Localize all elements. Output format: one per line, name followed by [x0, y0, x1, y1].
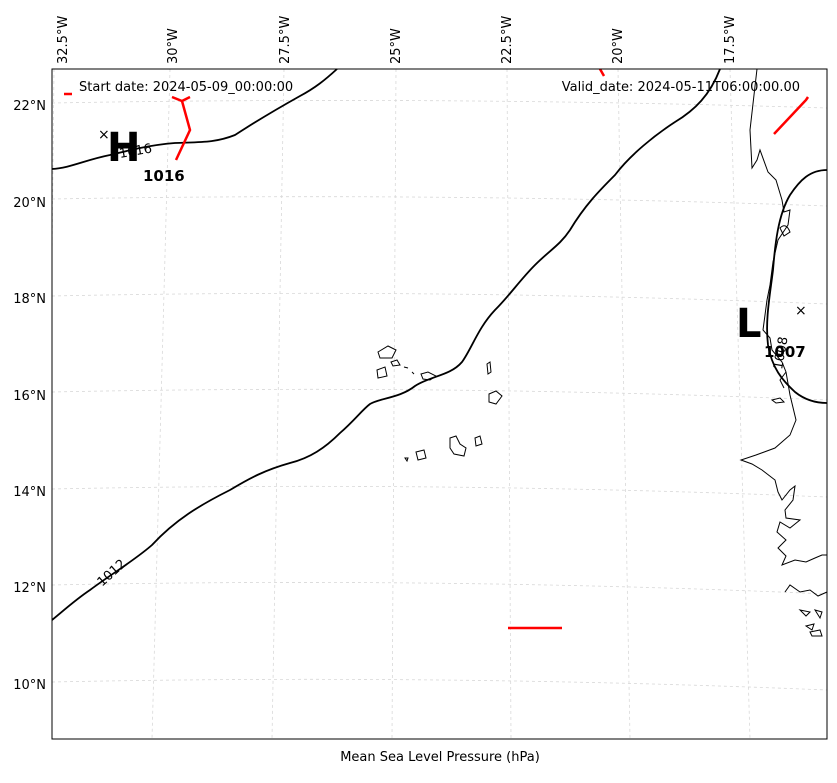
front-segment-2	[174, 100, 192, 161]
latitude-labels: 22°N 20°N 18°N 16°N 14°N 12°N 10°N	[13, 99, 46, 693]
high-pressure-center: × H 1016	[98, 125, 185, 185]
high-value: 1016	[143, 167, 185, 185]
low-letter: L	[736, 301, 762, 347]
start-date: Start date: 2024-05-09_00:00:00	[79, 80, 293, 95]
longitude-labels: 32.5°W 30°W 27.5°W 25°W 22.5°W 20°W 17.5…	[56, 16, 738, 64]
isobar-1016	[51, 68, 338, 170]
lat-label-16n: 16°N	[13, 389, 46, 404]
african-coastline	[739, 68, 827, 566]
isobar-1008-east	[766, 169, 828, 404]
lat-label-18n: 18°N	[13, 292, 46, 307]
contour-label-1016: 1016	[118, 141, 153, 162]
lon-label-32.5w: 32.5°W	[56, 16, 71, 64]
lat-label-20n: 20°N	[13, 196, 46, 211]
front-segment-3	[598, 68, 606, 77]
fronts	[171, 68, 810, 630]
valid-date: Valid_date: 2024-05-11T06:00:00.00	[562, 80, 800, 95]
lat-label-12n: 12°N	[13, 581, 46, 596]
lon-label-17.5w: 17.5°W	[723, 16, 738, 64]
map-area	[52, 69, 827, 739]
lat-label-14n: 14°N	[13, 485, 46, 500]
cape-verde-santo-antao	[377, 345, 397, 359]
high-center-marker-icon: ×	[98, 127, 110, 143]
lat-label-10n: 10°N	[13, 678, 46, 693]
front-segment-4	[773, 96, 810, 135]
high-letter: H	[107, 125, 140, 171]
x-axis-label: Mean Sea Level Pressure (hPa)	[340, 750, 540, 765]
lon-label-20w: 20°W	[611, 28, 626, 64]
low-pressure-center: × L 1007	[736, 301, 807, 361]
coastlines	[376, 68, 828, 637]
lat-label-22n: 22°N	[13, 99, 46, 114]
lon-label-27.5w: 27.5°W	[278, 16, 293, 64]
lon-label-22.5w: 22.5°W	[500, 16, 515, 64]
isobar-1012	[51, 68, 721, 621]
isobars	[51, 68, 828, 621]
low-center-marker-icon: ×	[795, 303, 807, 319]
map-frame	[51, 68, 828, 740]
contour-label-1008: 1008	[771, 335, 792, 370]
lon-label-25w: 25°W	[389, 28, 404, 64]
low-value: 1007	[764, 343, 806, 361]
lon-label-30w: 30°W	[166, 28, 181, 64]
